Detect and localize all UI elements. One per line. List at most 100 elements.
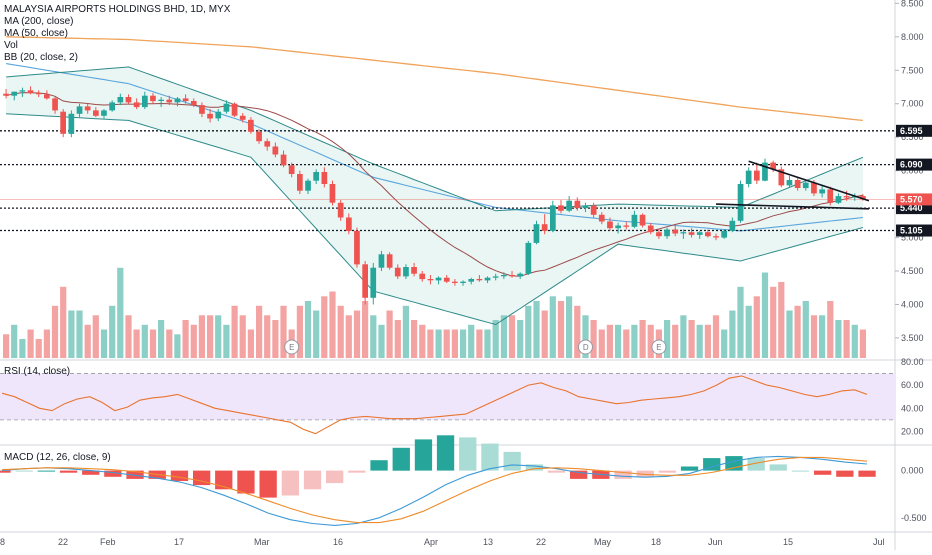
candle-body [52, 98, 58, 111]
candle-body [762, 162, 768, 181]
macd-histogram-bar [747, 458, 765, 471]
candle-body [125, 97, 132, 103]
macd-histogram-bar [237, 470, 255, 494]
volume-bar [647, 324, 654, 359]
volume-bar [639, 320, 646, 358]
volume-bar [402, 305, 409, 359]
volume-bar [272, 320, 279, 358]
volume-bar [598, 329, 605, 358]
candle-body [182, 98, 189, 102]
candle-body [843, 196, 850, 198]
candle-body [623, 225, 630, 227]
volume-bar [92, 315, 99, 359]
volume-bar [827, 301, 834, 358]
candle-body [819, 189, 825, 194]
volume-bar [541, 310, 548, 358]
volume-bar [60, 286, 67, 359]
volume-bar [313, 310, 320, 358]
y-tick-label: 5.000 [901, 233, 924, 243]
macd-histogram-bar [37, 470, 55, 472]
candle-body [68, 113, 75, 134]
candle-body [460, 281, 466, 283]
candle-body [811, 182, 817, 194]
volume-bar [761, 272, 769, 358]
candle-body [656, 232, 662, 237]
volume-bar [566, 296, 573, 359]
candle-body [305, 180, 311, 191]
event-marker [577, 339, 593, 355]
rsi-band [0, 373, 895, 420]
macd-histogram-bar [503, 451, 521, 471]
macd-histogram-bar [281, 470, 299, 496]
volume-bar [321, 296, 328, 359]
volume-bar [500, 315, 507, 359]
candle-body [598, 214, 605, 222]
volume-bar [182, 320, 189, 358]
event-marker-label: E [656, 343, 661, 352]
candle-body [525, 242, 532, 274]
macd-histogram-bar [436, 435, 455, 471]
volume-bar [443, 329, 450, 358]
volume-bar [549, 296, 556, 359]
volume-bar [517, 320, 524, 358]
candle-body [509, 275, 515, 277]
candle-body [590, 205, 597, 215]
candle-body [223, 103, 230, 112]
macd-histogram-bar [259, 470, 277, 498]
volume-bar [427, 329, 434, 358]
candle-body [427, 279, 434, 281]
candle-body [84, 106, 91, 111]
candle-body [860, 196, 866, 200]
volume-bar [247, 329, 254, 358]
x-tick-label: 22 [58, 537, 68, 547]
candle-body [729, 220, 736, 231]
macd-histogram-bar [370, 460, 388, 471]
y-tick-label: 4.500 [901, 266, 924, 276]
volume-bar [435, 329, 442, 358]
candle-body [582, 205, 589, 209]
last-price-label: 5.570 [900, 194, 923, 204]
candle-body [550, 205, 556, 231]
volume-bar [51, 305, 59, 359]
level-tag-label: 5.105 [900, 226, 923, 236]
rsi-y-tick-label: 60.00 [901, 380, 924, 390]
ma50-line [6, 63, 863, 232]
chart-title: MALAYSIA AIRPORTS HOLDINGS BHD, 1D, MYX [4, 4, 231, 15]
volume-bar [859, 329, 866, 358]
candle-body [631, 214, 638, 227]
x-tick-label: 18 [651, 537, 661, 547]
candle-body [190, 101, 197, 105]
volume-bar [264, 315, 271, 359]
volume-bar [3, 334, 10, 359]
rsi-legend: RSI (14, close) [4, 366, 71, 377]
candle-body [713, 236, 719, 238]
volume-bar [125, 315, 132, 359]
volume-bar [337, 305, 344, 359]
volume-bar [166, 329, 173, 358]
x-tick-label: 22 [536, 537, 546, 547]
macd-histogram-bar [791, 470, 810, 472]
candle-body [786, 180, 793, 186]
macd-histogram-bar [193, 470, 211, 486]
volume-bar [574, 305, 581, 359]
volume-bar [623, 329, 630, 358]
macd-histogram-bar [303, 470, 322, 490]
volume-bar [231, 305, 238, 359]
candle-body [158, 99, 164, 101]
level-tag [896, 224, 932, 237]
volume-bar [345, 315, 352, 359]
candle-body [174, 98, 181, 103]
macd-histogram-bar [104, 470, 122, 477]
candle-body [354, 230, 360, 265]
level-tag-label: 5.440 [900, 203, 923, 213]
candle-body [558, 205, 564, 211]
macd-histogram-bar [814, 470, 832, 475]
candle-body [541, 224, 548, 231]
legend-vol: Vol [4, 40, 18, 51]
candle-body [403, 267, 409, 277]
candle-body [133, 102, 140, 108]
event-marker [284, 339, 300, 355]
event-marker [651, 339, 667, 355]
